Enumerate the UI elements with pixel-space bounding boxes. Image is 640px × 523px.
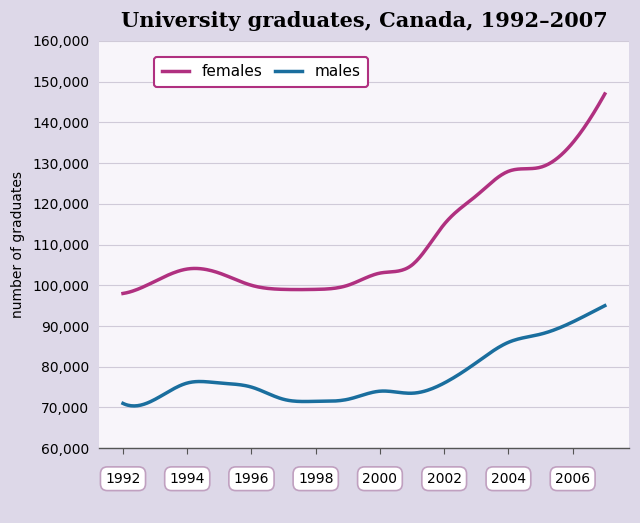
Text: 1992: 1992 <box>106 472 141 486</box>
Text: 2002: 2002 <box>427 472 461 486</box>
Text: 2000: 2000 <box>362 472 397 486</box>
Text: 1996: 1996 <box>234 472 269 486</box>
Y-axis label: number of graduates: number of graduates <box>11 171 25 318</box>
Text: 2006: 2006 <box>555 472 590 486</box>
Text: 2004: 2004 <box>491 472 526 486</box>
Text: 1998: 1998 <box>298 472 333 486</box>
Legend: females, males: females, males <box>154 57 368 87</box>
Text: 1994: 1994 <box>170 472 205 486</box>
Title: University graduates, Canada, 1992–2007: University graduates, Canada, 1992–2007 <box>120 11 607 31</box>
